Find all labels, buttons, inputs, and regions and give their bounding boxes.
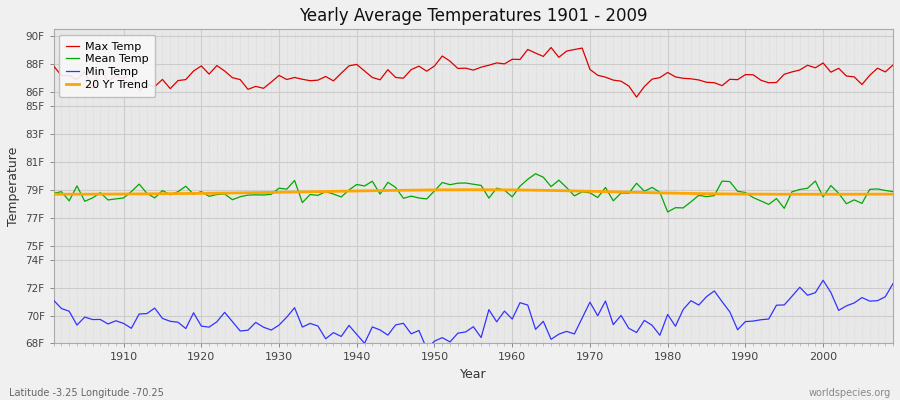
20 Yr Trend — [49, 192, 59, 197]
Max Temp — [507, 57, 517, 62]
Mean Temp — [887, 189, 898, 194]
Min Temp — [282, 315, 292, 320]
Mean Temp — [111, 196, 122, 201]
Min Temp — [111, 318, 122, 323]
Min Temp — [421, 346, 432, 351]
Min Temp — [328, 330, 339, 335]
20 Yr Trend — [887, 192, 898, 196]
Max Temp — [111, 73, 122, 78]
Y-axis label: Temperature: Temperature — [7, 147, 20, 226]
Max Temp — [887, 62, 898, 67]
Max Temp — [282, 77, 292, 82]
Min Temp — [507, 317, 517, 322]
X-axis label: Year: Year — [460, 368, 487, 381]
20 Yr Trend — [111, 192, 122, 196]
Line: Mean Temp: Mean Temp — [54, 174, 893, 212]
Max Temp — [49, 64, 59, 68]
Legend: Max Temp, Mean Temp, Min Temp, 20 Yr Trend: Max Temp, Mean Temp, Min Temp, 20 Yr Tre… — [59, 35, 155, 97]
Max Temp — [631, 95, 642, 100]
Min Temp — [887, 281, 898, 286]
Line: Min Temp: Min Temp — [54, 280, 893, 349]
Mean Temp — [328, 192, 339, 196]
Line: Max Temp: Max Temp — [54, 48, 893, 97]
Mean Temp — [49, 191, 59, 196]
Mean Temp — [507, 194, 517, 199]
20 Yr Trend — [328, 189, 339, 194]
Max Temp — [545, 45, 556, 50]
Mean Temp — [662, 210, 673, 214]
Max Temp — [328, 78, 339, 83]
Text: worldspecies.org: worldspecies.org — [809, 388, 891, 398]
20 Yr Trend — [282, 190, 292, 194]
Min Temp — [818, 278, 829, 283]
Line: 20 Yr Trend: 20 Yr Trend — [54, 190, 893, 194]
20 Yr Trend — [802, 192, 813, 197]
Mean Temp — [608, 198, 618, 203]
Title: Yearly Average Temperatures 1901 - 2009: Yearly Average Temperatures 1901 - 2009 — [299, 7, 648, 25]
20 Yr Trend — [608, 190, 618, 194]
Max Temp — [608, 78, 618, 82]
Text: Latitude -3.25 Longitude -70.25: Latitude -3.25 Longitude -70.25 — [9, 388, 164, 398]
Mean Temp — [499, 188, 509, 192]
Min Temp — [49, 298, 59, 303]
20 Yr Trend — [468, 187, 479, 192]
20 Yr Trend — [507, 188, 517, 192]
Mean Temp — [282, 187, 292, 192]
Min Temp — [515, 300, 526, 305]
Mean Temp — [530, 171, 541, 176]
20 Yr Trend — [515, 188, 526, 192]
Max Temp — [499, 62, 509, 66]
Min Temp — [608, 322, 618, 327]
